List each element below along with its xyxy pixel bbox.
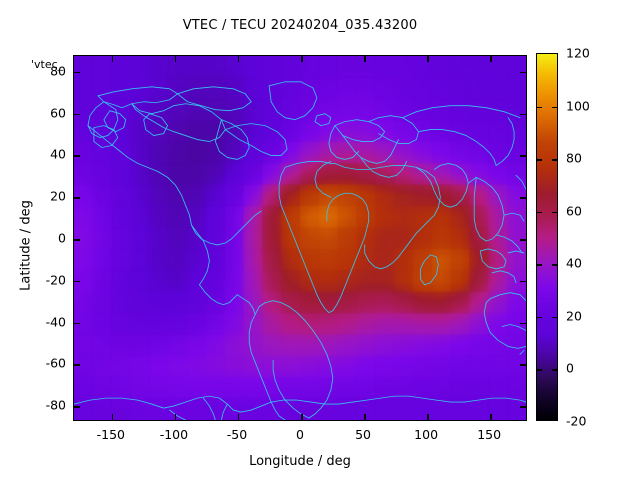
x-tick-mark-top [427, 56, 429, 62]
x-tick-mark-top [301, 56, 303, 62]
y-tick-mark [74, 239, 80, 241]
colorbar [536, 53, 558, 421]
stray-annotation-label: 'vtec_ [31, 58, 64, 71]
x-tick-mark [490, 414, 492, 420]
colorbar-tick-mark [537, 316, 542, 319]
y-tick-mark [74, 71, 80, 74]
y-tick-label: 80 [50, 63, 66, 79]
colorbar-tick-mark [537, 106, 542, 109]
x-tick-mark [364, 414, 366, 420]
x-tick-label: -50 [226, 427, 248, 442]
y-tick-mark-right [520, 155, 526, 157]
y-tick-mark [74, 280, 80, 283]
x-tick-label: 100 [414, 427, 439, 442]
y-tick-mark [74, 197, 80, 199]
colorbar-tick-mark-right [552, 316, 557, 319]
y-tick-mark-right [520, 239, 526, 241]
x-tick-mark-top [174, 56, 177, 62]
y-tick-label: -80 [45, 397, 66, 413]
colorbar-tick-mark-right [552, 369, 557, 371]
x-axis-label: Longitude / deg [249, 454, 351, 469]
x-tick-mark [111, 414, 114, 420]
y-tick-label: -20 [45, 272, 66, 288]
x-tick-mark [237, 414, 240, 420]
x-tick-label: -150 [96, 427, 126, 442]
colorbar-tick-mark [537, 159, 542, 161]
colorbar-tick-mark [537, 369, 542, 371]
y-axis-label: Latitude / deg [18, 200, 34, 291]
colorbar-tick-mark-right [552, 264, 557, 266]
y-tick-mark [74, 113, 80, 115]
x-tick-label: -100 [159, 427, 189, 442]
y-tick-mark-right [520, 197, 526, 199]
x-tick-label: 150 [477, 427, 502, 442]
x-tick-mark-top [364, 56, 366, 62]
x-tick-mark-top [237, 56, 240, 62]
colorbar-tick-mark-right [552, 211, 557, 214]
x-tick-mark [174, 414, 177, 420]
colorbar-tick-label: 20 [566, 308, 582, 324]
x-tick-mark [427, 414, 429, 420]
y-tick-mark-right [520, 364, 526, 366]
y-tick-mark-right [520, 322, 526, 325]
y-tick-mark [74, 155, 80, 157]
colorbar-tick-mark [537, 211, 542, 214]
y-tick-label: 40 [50, 146, 66, 162]
x-tick-mark [301, 414, 303, 420]
colorbar-tick-label: 100 [566, 98, 590, 114]
y-tick-label: 20 [50, 188, 66, 204]
x-tick-mark-top [111, 56, 114, 62]
y-tick-mark-right [520, 71, 526, 74]
page-title: VTEC / TECU 20240204_035.43200 [182, 18, 418, 33]
colorbar-tick-mark [537, 264, 542, 266]
x-tick-label: 50 [355, 427, 371, 442]
y-tick-label: -40 [45, 314, 66, 330]
coastline-overlay [74, 81, 526, 420]
y-tick-label: 60 [50, 105, 66, 120]
y-tick-mark-right [520, 113, 526, 115]
colorbar-tick-label: 40 [566, 255, 582, 271]
colorbar-tick-label: 80 [566, 150, 582, 166]
colorbar-tick-label: 120 [566, 45, 590, 61]
y-tick-label: -60 [45, 355, 66, 371]
coastline-paths [74, 81, 526, 420]
y-tick-mark [74, 406, 80, 408]
colorbar-tick-mark-right [552, 159, 557, 161]
x-tick-label: 0 [296, 427, 304, 442]
y-tick-mark-right [520, 406, 526, 408]
colorbar-tick-mark-right [552, 106, 557, 109]
y-tick-mark-right [520, 280, 526, 283]
colorbar-tick-label: 60 [566, 203, 582, 219]
y-tick-mark [74, 322, 80, 325]
map-plot-area [73, 55, 527, 421]
colorbar-gradient [537, 54, 557, 420]
y-tick-mark [74, 364, 80, 366]
x-tick-mark-top [490, 56, 492, 62]
vtec-heatmap-raster [74, 56, 526, 420]
colorbar-tick-label: -20 [566, 413, 587, 429]
y-tick-label: 0 [58, 230, 66, 246]
colorbar-tick-label: 0 [566, 360, 574, 376]
